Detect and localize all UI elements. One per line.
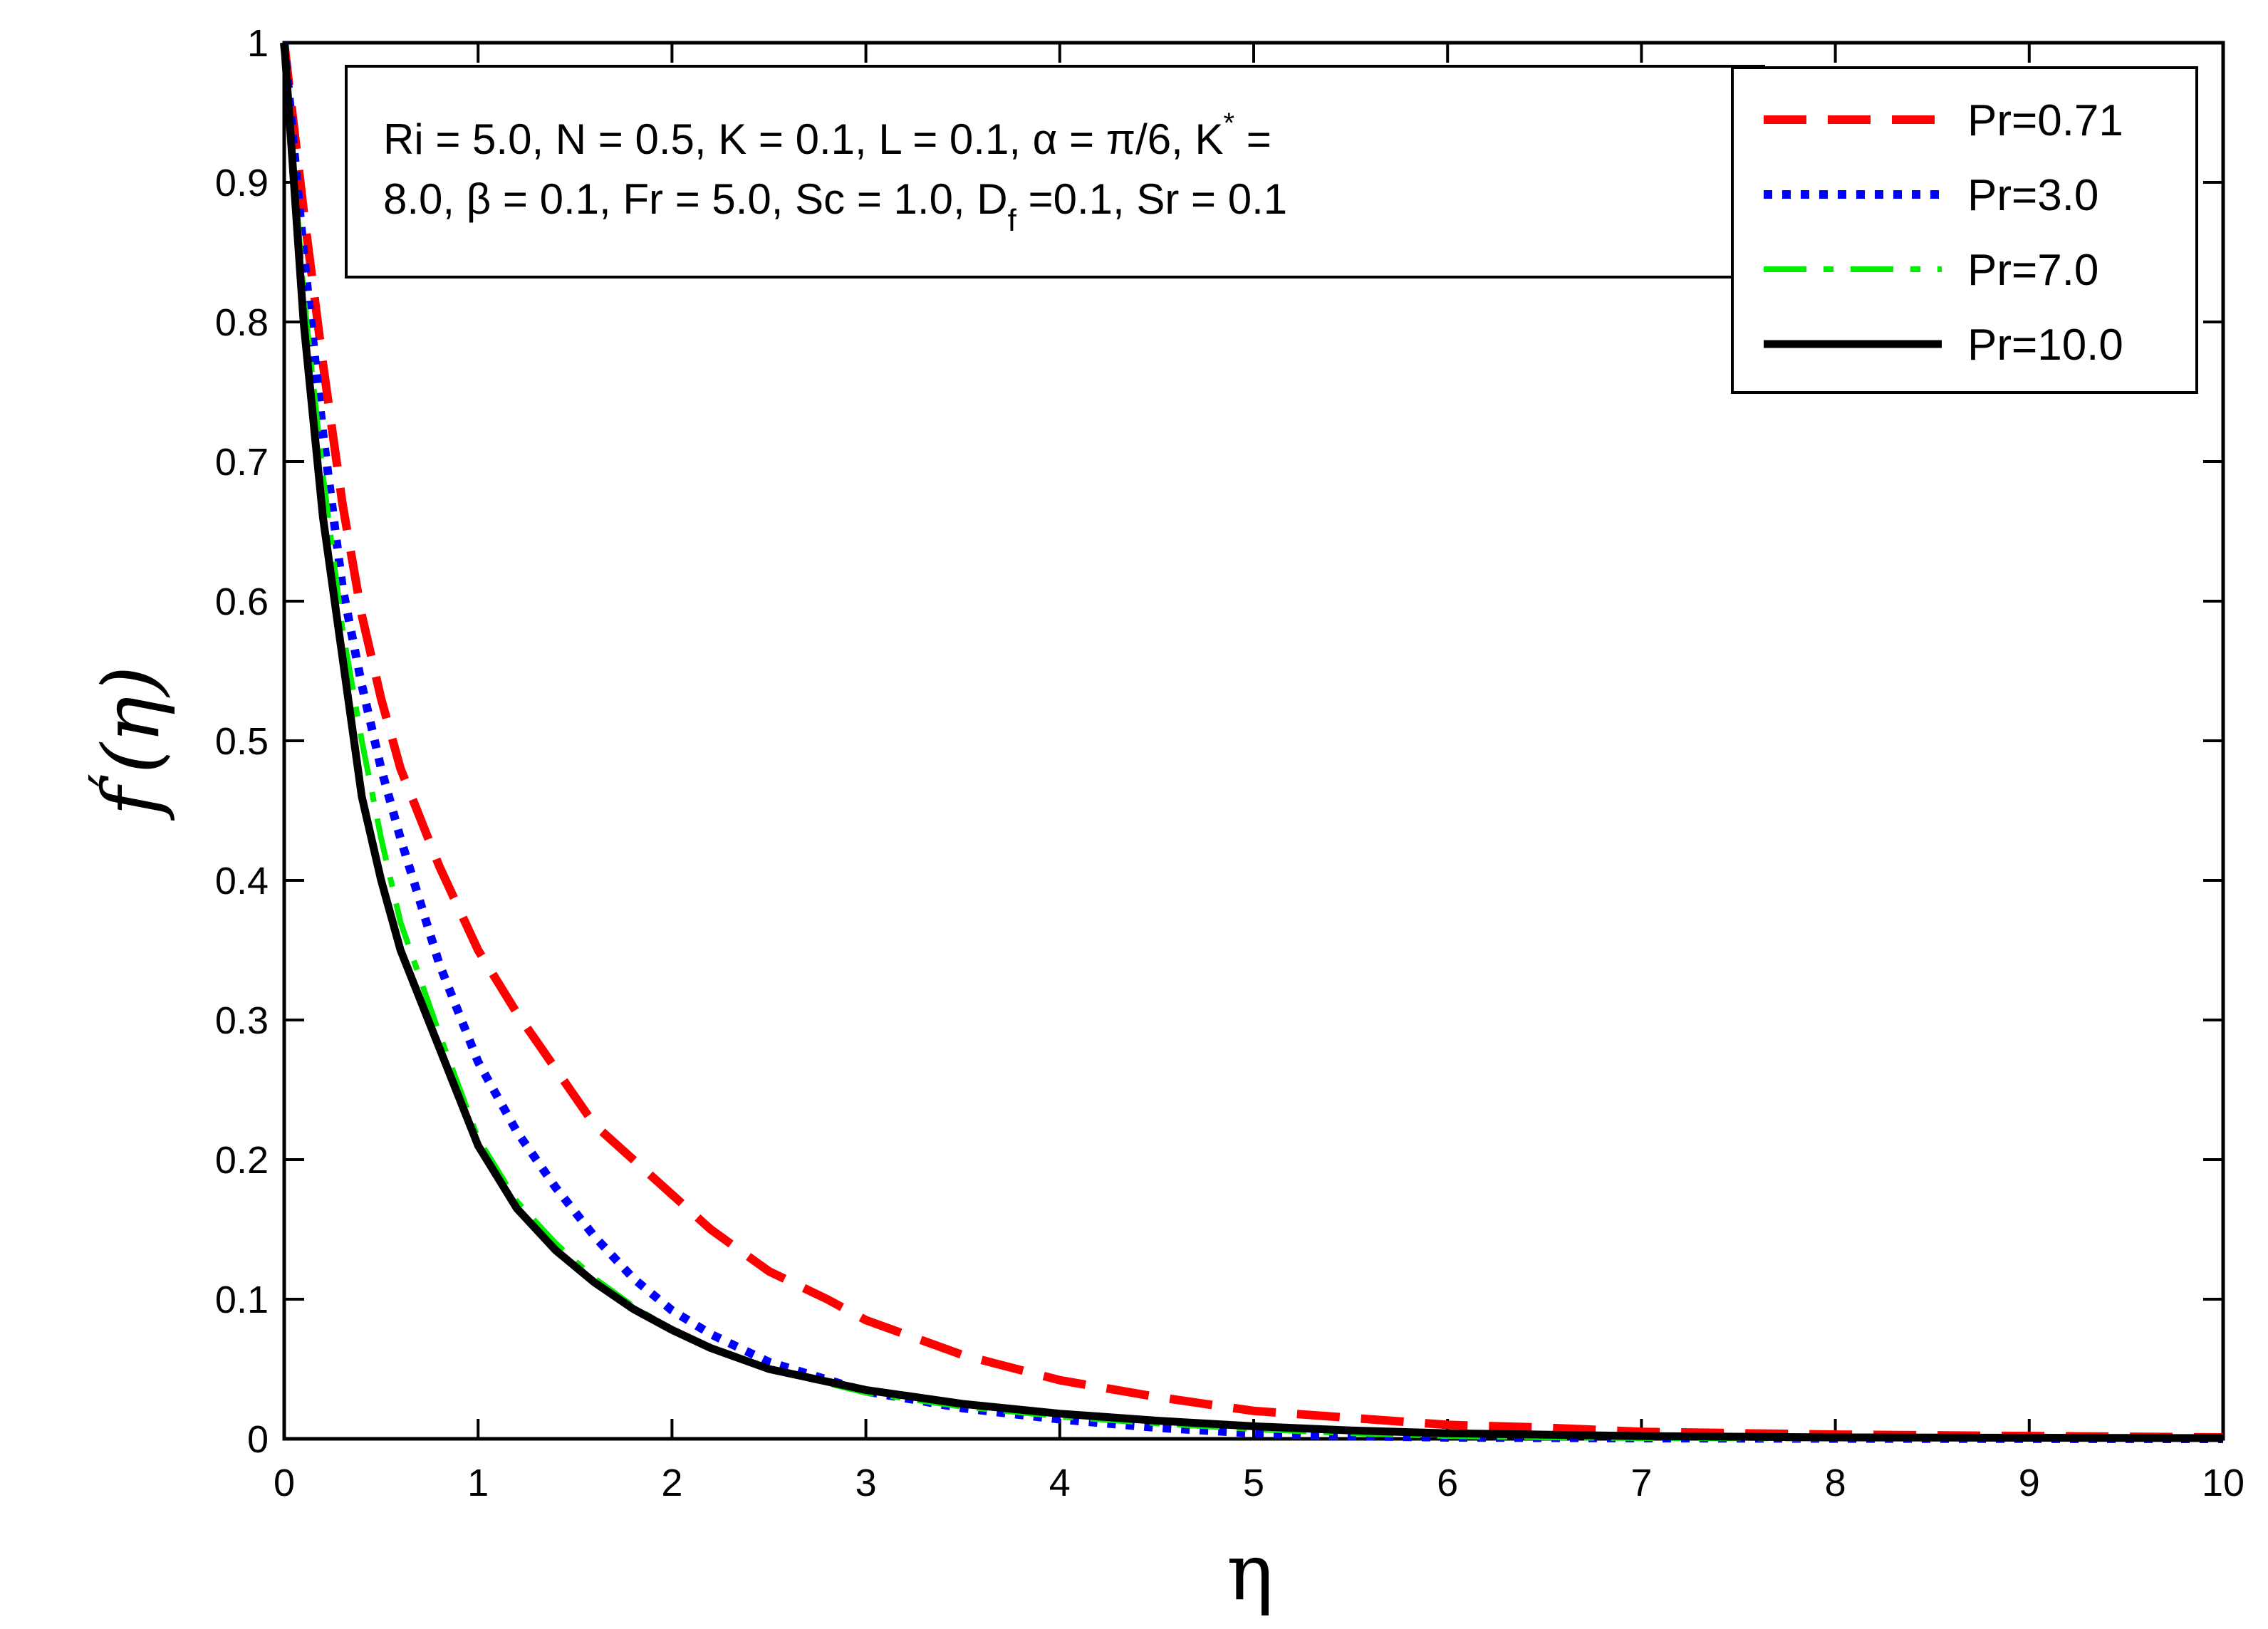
annotation-line-2-text: 8.0, β = 0.1, Fr = 5.0, Sc = 1.0, D bbox=[383, 175, 1008, 223]
x-tick-label: 6 bbox=[1437, 1462, 1458, 1504]
series-line-4 bbox=[280, 42, 2224, 1442]
x-tick-label: 1 bbox=[467, 1462, 489, 1504]
x-tick-label: 3 bbox=[855, 1462, 877, 1504]
y-tick-label: 0.8 bbox=[215, 301, 269, 344]
annotation-line-2: 8.0, β = 0.1, Fr = 5.0, Sc = 1.0, Df =0.… bbox=[383, 175, 1287, 238]
y-tick-label: 1 bbox=[247, 22, 269, 65]
annotation-line-1-end: = bbox=[1234, 115, 1271, 163]
parameter-annotation: Ri = 5.0, N = 0.5, K = 0.1, L = 0.1, α =… bbox=[345, 65, 1765, 279]
x-tick-label: 7 bbox=[1630, 1462, 1652, 1504]
legend-label-1: Pr=0.71 bbox=[1967, 96, 2123, 145]
x-tick-label: 10 bbox=[2202, 1462, 2244, 1504]
annotation-box bbox=[345, 65, 1765, 279]
y-tick-label: 0.9 bbox=[215, 162, 269, 204]
series-layer bbox=[280, 42, 2224, 1443]
y-axis-title-text: f′(η) bbox=[77, 666, 177, 821]
series-line-1 bbox=[280, 42, 2224, 1442]
series-line-2 bbox=[280, 42, 2224, 1443]
y-tick-label: 0 bbox=[247, 1418, 269, 1461]
y-axis-title: f′(η) bbox=[77, 666, 177, 821]
y-tick-label: 0.7 bbox=[215, 441, 269, 484]
x-tick-label: 5 bbox=[1243, 1462, 1264, 1504]
x-tick-label: 8 bbox=[1825, 1462, 1846, 1504]
annotation-line-1: Ri = 5.0, N = 0.5, K = 0.1, L = 0.1, α =… bbox=[383, 108, 1271, 163]
annotation-line-2-sub: f bbox=[1008, 203, 1017, 238]
annotation-line-2-end: =0.1, Sr = 0.1 bbox=[1016, 175, 1287, 223]
x-tick-label: 4 bbox=[1049, 1462, 1071, 1504]
legend-items: Pr=0.71 Pr=3.0 Pr=7.0 Pr=10.0 bbox=[1764, 96, 2123, 370]
y-tick-label: 0.4 bbox=[215, 860, 269, 902]
x-tick-label: 0 bbox=[274, 1462, 295, 1504]
x-tick-label: 2 bbox=[661, 1462, 682, 1504]
y-axis-title-arg: (η) bbox=[85, 666, 177, 774]
y-tick-label: 0.3 bbox=[215, 999, 269, 1042]
axis-tick-labels: 0 1 2 3 4 5 6 7 8 9 10 0 0.1 0.2 0.3 0.4 0.5 0.6 0.7 0.8 0.9… bbox=[215, 22, 2244, 1504]
y-axis-title-prime: ′ bbox=[77, 774, 143, 786]
legend-label-4: Pr=10.0 bbox=[1967, 321, 2123, 370]
y-tick-label: 0.2 bbox=[215, 1139, 269, 1182]
y-tick-label: 0.5 bbox=[215, 720, 269, 763]
x-axis-title: η bbox=[1227, 1526, 1274, 1618]
legend-box bbox=[1731, 66, 2198, 394]
legend-label-3: Pr=7.0 bbox=[1967, 246, 2098, 295]
x-tick-label: 9 bbox=[2019, 1462, 2040, 1504]
legend: Pr=0.71 Pr=3.0 Pr=7.0 Pr=10.0 bbox=[1731, 66, 2198, 394]
y-tick-label: 0.1 bbox=[215, 1279, 269, 1321]
y-tick-label: 0.6 bbox=[215, 581, 269, 623]
annotation-line-1-text: Ri = 5.0, N = 0.5, K = 0.1, L = 0.1, α =… bbox=[383, 115, 1224, 163]
legend-label-2: Pr=3.0 bbox=[1967, 171, 2098, 220]
annotation-line-1-sup: * bbox=[1224, 108, 1235, 139]
